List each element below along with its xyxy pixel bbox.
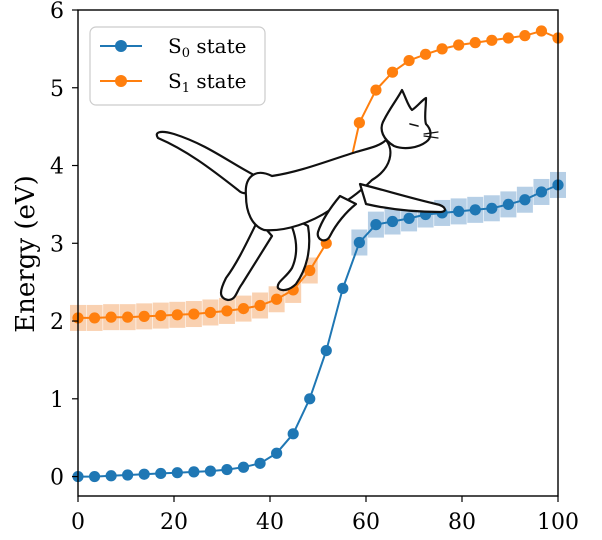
data-point-s0 bbox=[155, 467, 167, 480]
y-tick-label: 5 bbox=[50, 77, 64, 102]
data-point-s0 bbox=[502, 198, 514, 210]
x-tick-label: 60 bbox=[352, 510, 380, 535]
data-point-s0 bbox=[469, 204, 481, 216]
x-tick-label: 80 bbox=[448, 510, 476, 535]
data-point-s1 bbox=[188, 308, 200, 320]
data-point-s1 bbox=[453, 39, 465, 51]
data-point-s1 bbox=[386, 66, 399, 78]
x-tick-label: 20 bbox=[160, 510, 188, 535]
data-point-s0 bbox=[304, 393, 316, 405]
data-point-s0 bbox=[337, 282, 349, 294]
data-point-s1 bbox=[237, 302, 250, 315]
data-point-s0 bbox=[122, 469, 134, 481]
data-point-s0 bbox=[105, 470, 117, 482]
cat-icon bbox=[155, 88, 446, 302]
data-point-s1 bbox=[155, 309, 167, 322]
data-point-s0 bbox=[386, 215, 399, 228]
plot-axes bbox=[77, 9, 559, 497]
y-tick-labels: 0 1 2 3 4 5 6 bbox=[50, 0, 64, 491]
data-point-s0 bbox=[237, 461, 250, 473]
data-point-s1 bbox=[122, 311, 134, 323]
y-tick-label: 1 bbox=[50, 388, 64, 413]
data-point-s0 bbox=[535, 186, 548, 198]
data-point-s1 bbox=[502, 32, 514, 44]
data-point-s0 bbox=[287, 428, 299, 440]
data-point-s1 bbox=[271, 293, 283, 305]
data-point-s1 bbox=[105, 311, 117, 323]
legend-marker-s0 bbox=[115, 40, 127, 52]
data-point-s1 bbox=[221, 305, 233, 317]
y-tick-label: 0 bbox=[50, 466, 64, 491]
data-point-s0 bbox=[254, 457, 266, 469]
data-point-s1 bbox=[88, 312, 101, 324]
x-tick-label: 40 bbox=[256, 510, 284, 535]
data-point-s1 bbox=[419, 48, 432, 60]
data-point-s1 bbox=[370, 84, 382, 96]
y-tick-label: 4 bbox=[50, 155, 64, 180]
series-line-s0 bbox=[78, 184, 559, 478]
data-point-s1 bbox=[403, 54, 415, 67]
data-point-s0 bbox=[403, 212, 415, 224]
x-tick-labels: 0 20 40 60 80 100 bbox=[71, 510, 579, 535]
data-point-s0 bbox=[138, 468, 150, 480]
data-point-s0 bbox=[519, 194, 531, 206]
data-point-s1 bbox=[436, 43, 448, 55]
y-axis-label: Energy (eV) bbox=[11, 175, 41, 333]
data-point-s1 bbox=[304, 264, 316, 277]
y-tick-label: 3 bbox=[50, 232, 64, 257]
data-point-s0 bbox=[370, 219, 382, 231]
data-point-s0 bbox=[486, 202, 498, 214]
data-point-s1 bbox=[519, 30, 531, 42]
data-point-s1 bbox=[353, 117, 365, 129]
data-point-s1 bbox=[204, 306, 217, 319]
x-tick-label: 100 bbox=[537, 510, 579, 535]
data-point-s1 bbox=[254, 299, 266, 312]
series-points bbox=[72, 25, 564, 483]
legend-label-s1: S1 state bbox=[168, 69, 246, 96]
data-point-s1 bbox=[171, 309, 183, 321]
data-point-s0 bbox=[88, 470, 101, 483]
data-point-s0 bbox=[271, 447, 283, 459]
data-point-s0 bbox=[320, 344, 332, 357]
data-point-s1 bbox=[535, 25, 548, 37]
legend: S0 state S1 state bbox=[89, 26, 266, 106]
data-point-s1 bbox=[138, 310, 150, 322]
data-point-s0 bbox=[353, 236, 365, 249]
y-tick-label: 2 bbox=[50, 310, 64, 335]
plot-frame bbox=[77, 9, 559, 497]
x-tick-label: 0 bbox=[71, 510, 85, 535]
data-point-s0 bbox=[204, 465, 217, 477]
data-point-s0 bbox=[453, 205, 465, 217]
data-point-s1 bbox=[469, 37, 481, 49]
legend-label-s0: S0 state bbox=[168, 34, 246, 61]
tick-marks bbox=[72, 9, 559, 502]
data-point-s0 bbox=[171, 467, 183, 479]
y-tick-label: 6 bbox=[50, 0, 64, 24]
data-point-s0 bbox=[221, 463, 233, 476]
legend-marker-s1 bbox=[115, 75, 127, 87]
data-point-s1 bbox=[486, 34, 498, 46]
data-point-s0 bbox=[188, 466, 200, 478]
